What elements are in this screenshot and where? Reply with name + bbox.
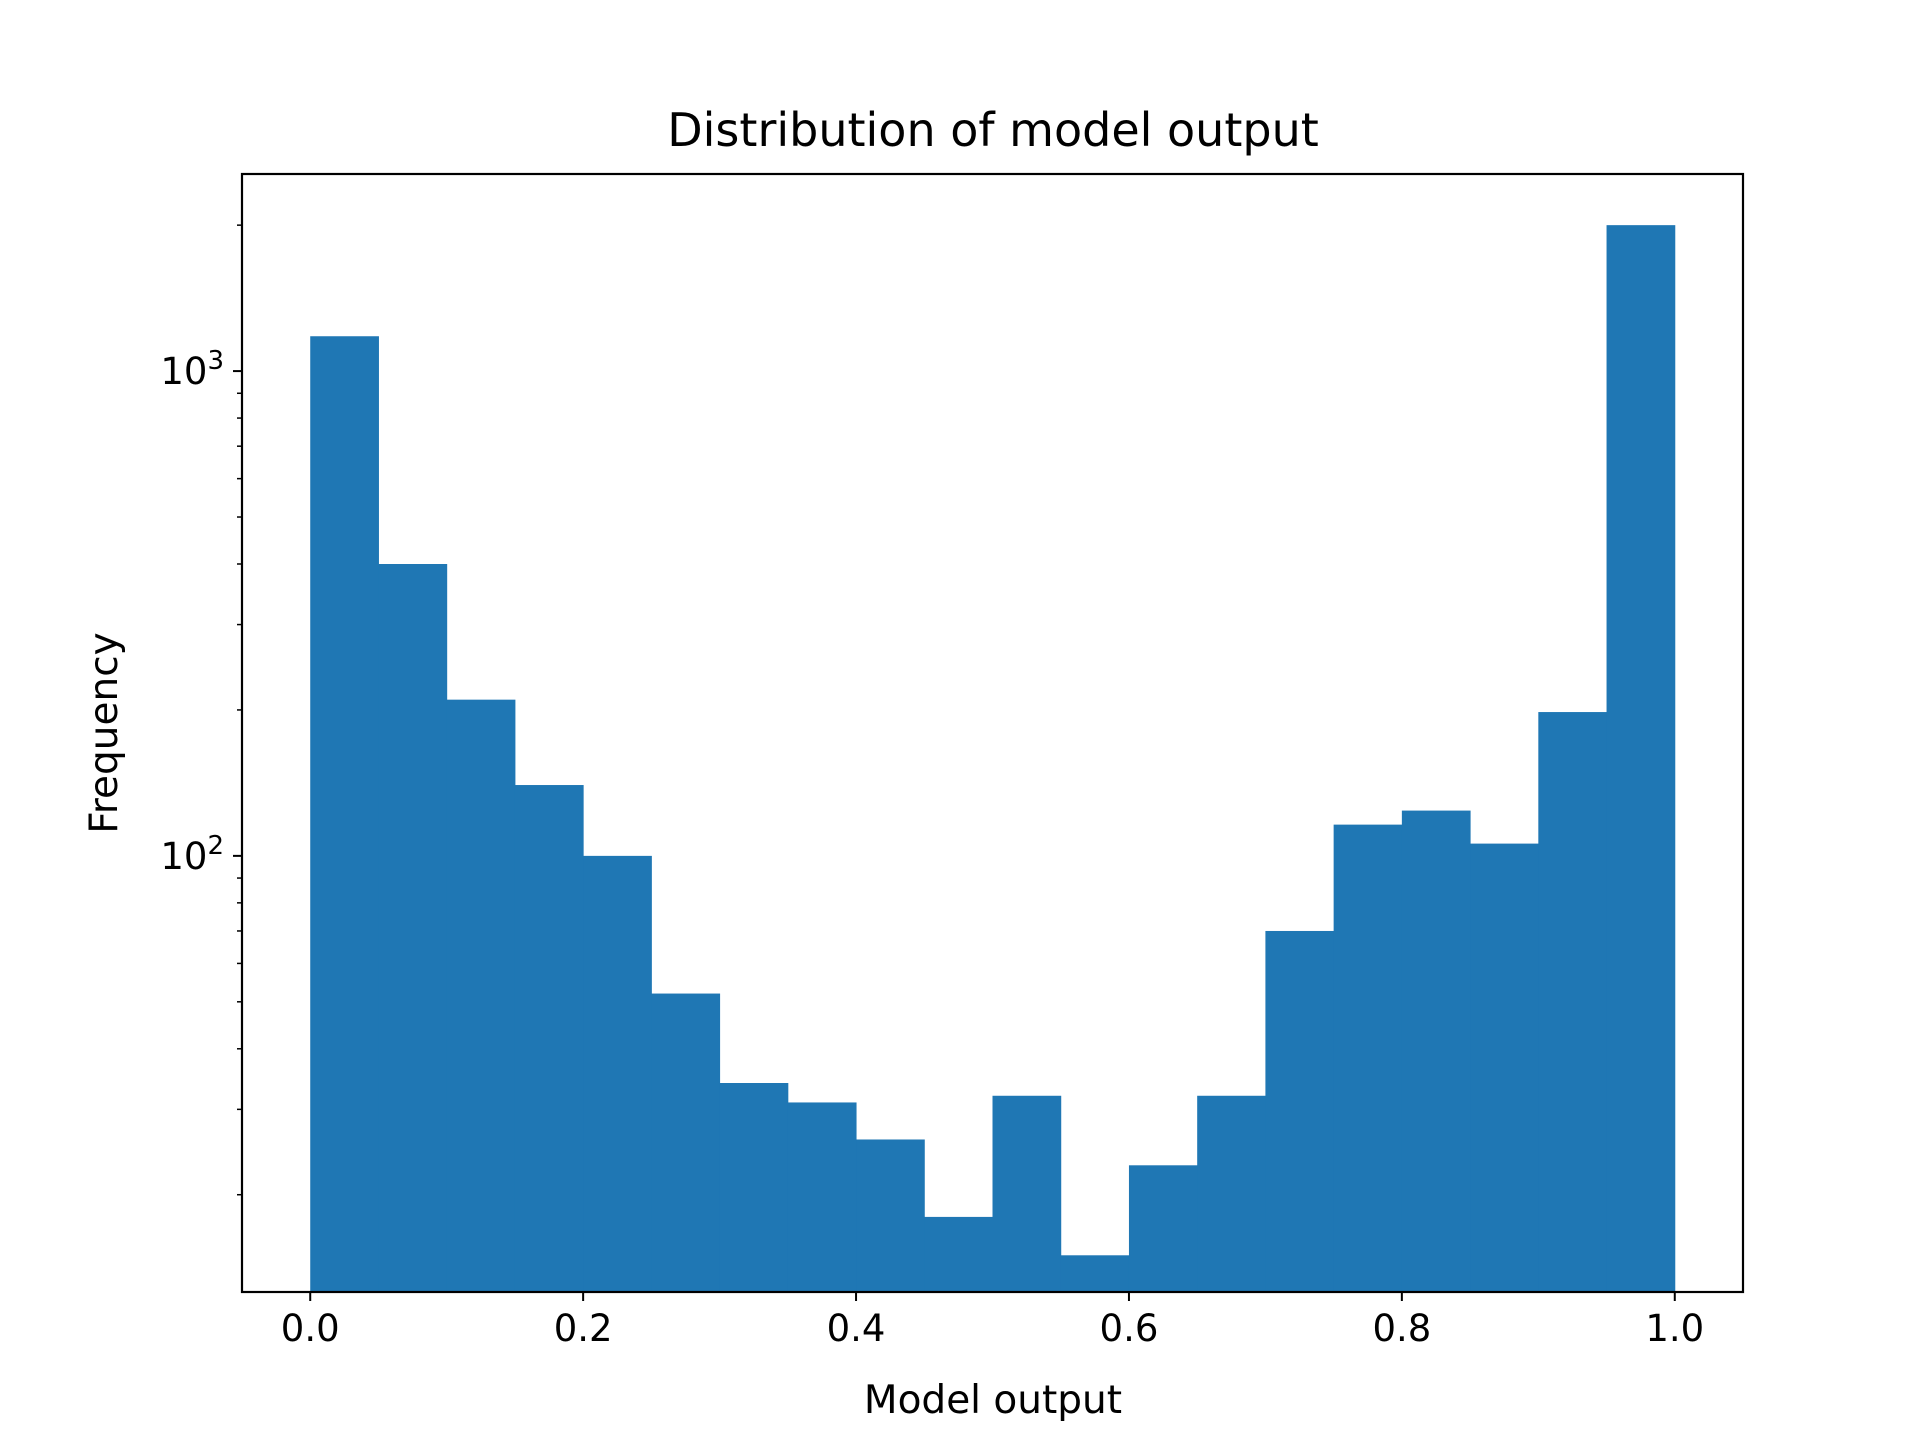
x-tick-label: 0.4 — [827, 1307, 886, 1350]
x-axis-label: Model output — [864, 1378, 1122, 1423]
histogram-bar — [924, 1216, 993, 1292]
histogram-bar — [856, 1139, 925, 1292]
histogram-bar — [1333, 824, 1403, 1292]
x-axis: 0.0 0.2 0.4 0.6 0.8 1.0 — [281, 1292, 1704, 1350]
x-tick-label: 0.8 — [1372, 1307, 1431, 1350]
histogram-bar — [719, 1083, 789, 1292]
histogram-bar — [1197, 1095, 1266, 1292]
x-tick-label: 0.0 — [281, 1307, 340, 1350]
histogram-bar — [1538, 712, 1608, 1292]
histogram-bar — [1128, 1165, 1198, 1292]
y-tick-label: 102 — [160, 831, 224, 878]
histogram-bar — [310, 336, 379, 1292]
histogram-bar — [787, 1102, 857, 1292]
histogram-bar — [1606, 225, 1676, 1293]
histogram-bar — [583, 855, 652, 1292]
y-axis: 102 103 — [160, 224, 242, 1196]
histogram-bar — [446, 699, 516, 1292]
x-tick-label: 1.0 — [1645, 1307, 1704, 1350]
histogram-bars — [310, 225, 1676, 1293]
x-tick-label: 0.2 — [554, 1307, 613, 1350]
histogram-bar — [992, 1095, 1062, 1292]
histogram-bar — [378, 564, 448, 1292]
y-tick-label: 103 — [160, 346, 224, 393]
y-axis-label: Frequency — [82, 632, 127, 833]
plot-frame — [240, 172, 1745, 1294]
histogram-bar — [1265, 930, 1335, 1292]
histogram-bar — [514, 785, 584, 1292]
x-tick-label: 0.6 — [1100, 1307, 1159, 1350]
chart-title: Distribution of model output — [667, 103, 1319, 157]
histogram-bar — [651, 993, 721, 1292]
histogram-bar — [1401, 810, 1471, 1292]
histogram-bar — [1060, 1255, 1130, 1292]
histogram-bar — [1470, 843, 1539, 1292]
